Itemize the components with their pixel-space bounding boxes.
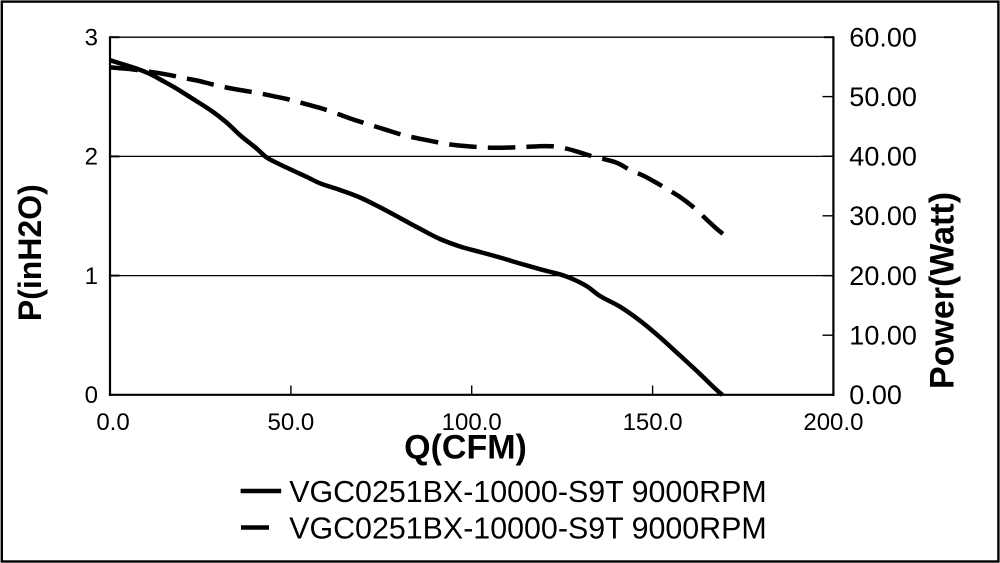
svg-text:VGC0251BX-10000-S9T 9000RPM: VGC0251BX-10000-S9T 9000RPM <box>289 511 767 545</box>
svg-text:3: 3 <box>85 25 98 52</box>
svg-text:1: 1 <box>85 263 98 290</box>
svg-text:0: 0 <box>85 382 98 409</box>
svg-text:200.0: 200.0 <box>803 409 863 436</box>
svg-text:50.00: 50.00 <box>849 82 917 112</box>
svg-text:20.00: 20.00 <box>849 261 917 291</box>
svg-text:150.0: 150.0 <box>623 409 683 436</box>
svg-text:50.0: 50.0 <box>268 409 315 436</box>
svg-text:40.00: 40.00 <box>849 142 917 172</box>
svg-text:Q(CFM): Q(CFM) <box>404 429 527 467</box>
svg-text:0.00: 0.00 <box>849 380 902 410</box>
svg-text:100.0: 100.0 <box>442 409 502 436</box>
svg-text:Power(Watt): Power(Watt) <box>924 192 962 389</box>
svg-text:2: 2 <box>85 144 98 171</box>
svg-text:0.0: 0.0 <box>96 409 129 436</box>
svg-text:P(inH2O): P(inH2O) <box>12 184 48 321</box>
svg-text:VGC0251BX-10000-S9T 9000RPM: VGC0251BX-10000-S9T 9000RPM <box>289 475 767 509</box>
svg-text:60.00: 60.00 <box>849 23 917 53</box>
svg-text:10.00: 10.00 <box>849 321 917 351</box>
svg-text:30.00: 30.00 <box>849 201 917 231</box>
